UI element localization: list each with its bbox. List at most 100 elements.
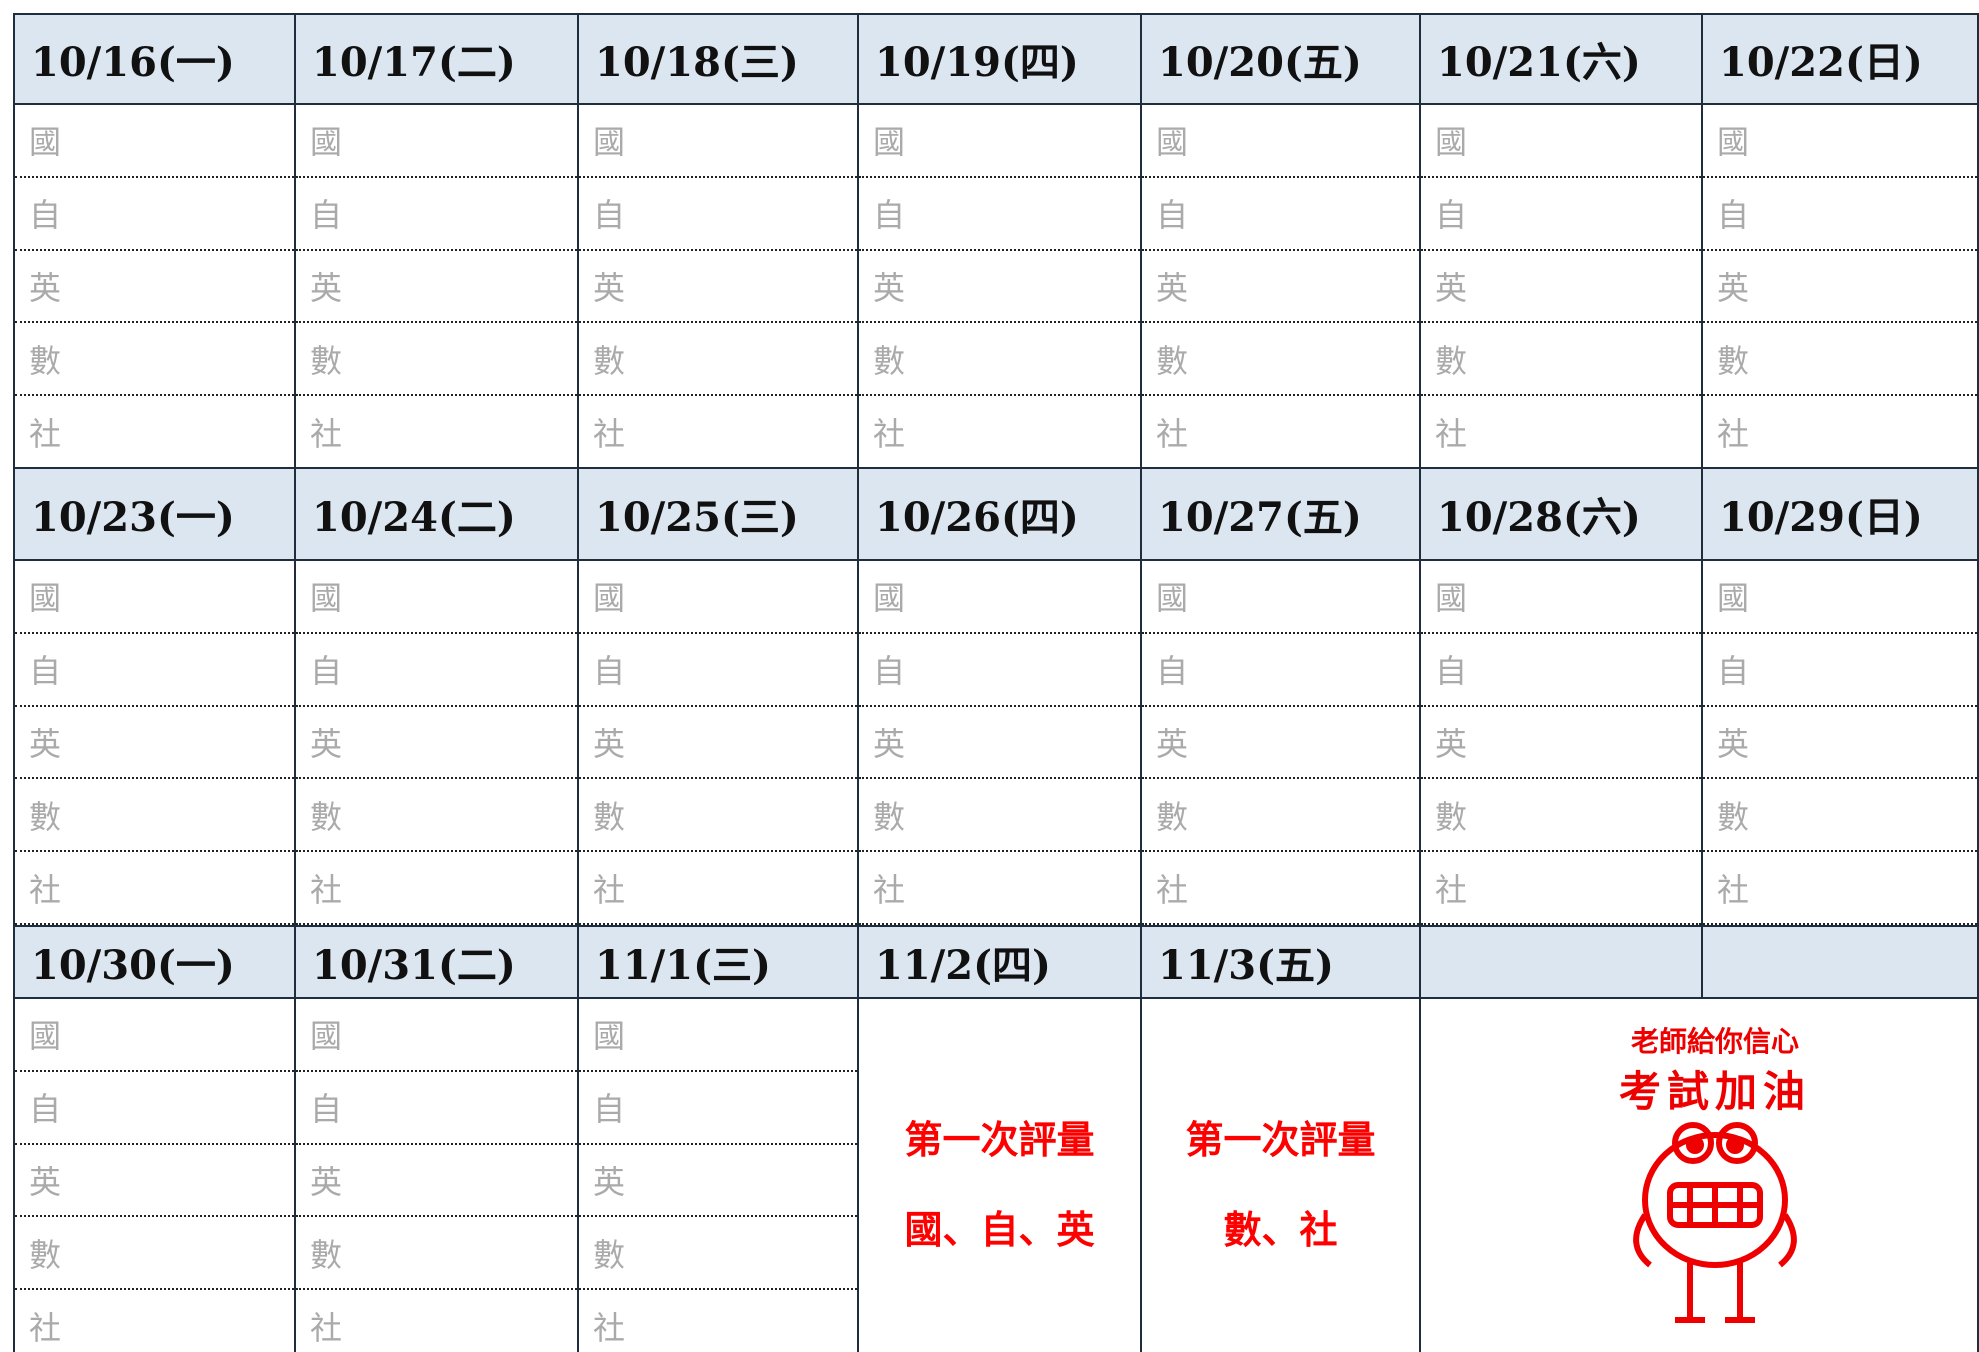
- subject: 自: [296, 634, 577, 707]
- subject: 國: [1142, 561, 1419, 634]
- day-header: 10/17(二): [294, 13, 579, 105]
- day-cell: 國自英數社: [1419, 561, 1703, 927]
- day-header: [1419, 925, 1703, 999]
- subject: 自: [579, 1072, 857, 1145]
- subject: 國: [15, 999, 294, 1072]
- day-cell: 第一次評量國、自、英: [857, 999, 1142, 1352]
- day-header: 11/2(四): [857, 925, 1142, 999]
- subject: 自: [1703, 178, 1977, 251]
- subject: 數: [1421, 779, 1701, 853]
- day-header: 10/21(六): [1419, 13, 1703, 105]
- day-cell: 第一次評量 數、社: [1140, 999, 1421, 1352]
- day-header: 10/19(四): [857, 13, 1142, 105]
- exam-title: 第一次評量: [904, 1118, 1095, 1162]
- subject: 社: [1703, 396, 1977, 469]
- subject: 英: [579, 707, 857, 780]
- subject: 英: [296, 1145, 577, 1218]
- day-cell: 國自英數社: [1701, 561, 1979, 927]
- subject: 英: [15, 251, 294, 324]
- subject: 數: [296, 779, 577, 853]
- subject: 社: [15, 1290, 294, 1352]
- exam-subjects: 數、社: [1223, 1208, 1338, 1252]
- subject: 數: [859, 323, 1140, 397]
- subject: 國: [15, 105, 294, 178]
- day-cell: 國自英數社: [294, 999, 579, 1352]
- subject: 國: [296, 999, 577, 1072]
- subject: 社: [1142, 852, 1419, 925]
- subject: 國: [296, 105, 577, 178]
- day-cell: 國自英數社: [577, 561, 859, 927]
- subject: 英: [1142, 707, 1419, 780]
- day-header: 10/16(一): [13, 13, 296, 105]
- subject: 數: [1142, 779, 1419, 853]
- subject: 國: [579, 999, 857, 1072]
- subject: 自: [1703, 634, 1977, 707]
- subject: 數: [579, 779, 857, 853]
- day-cell: 國自英數社: [1419, 105, 1703, 469]
- subject: 數: [579, 323, 857, 397]
- subject: 社: [1142, 396, 1419, 469]
- subject: 數: [15, 1217, 294, 1291]
- subject: 數: [296, 323, 577, 397]
- day-cell: 國自英數社: [577, 999, 859, 1352]
- day-header: 10/28(六): [1419, 467, 1703, 561]
- day-cell: 國自英數社: [13, 999, 296, 1352]
- day-header: 10/20(五): [1140, 13, 1421, 105]
- subject: 英: [1421, 251, 1701, 324]
- subject: 國: [579, 105, 857, 178]
- subject: 國: [1421, 561, 1701, 634]
- day-header: 10/22(日): [1701, 13, 1979, 105]
- sticker-slogan: 考試加油: [1618, 1067, 1811, 1116]
- subject: 國: [859, 105, 1140, 178]
- subject: 國: [859, 561, 1140, 634]
- day-cell: 國自英數社: [1140, 561, 1421, 927]
- subject: 英: [1703, 251, 1977, 324]
- subject: 自: [1142, 178, 1419, 251]
- day-header: 10/30(一): [13, 925, 296, 999]
- day-header: 10/31(二): [294, 925, 579, 999]
- day-cell: 國自英數社: [577, 105, 859, 469]
- day-cell: 國自英數社: [294, 105, 579, 469]
- subject: 自: [1142, 634, 1419, 707]
- day-cell: 國自英數社: [857, 561, 1142, 927]
- subject: 英: [859, 251, 1140, 324]
- day-header: 10/26(四): [857, 467, 1142, 561]
- subject: 國: [296, 561, 577, 634]
- subject: 自: [15, 178, 294, 251]
- subject: 自: [579, 634, 857, 707]
- day-cell: 國自英數社: [13, 105, 296, 469]
- frog-icon: [1633, 1122, 1797, 1323]
- day-cell: [1419, 999, 1979, 1352]
- subject: 數: [1142, 323, 1419, 397]
- subject: 數: [1703, 323, 1977, 397]
- subject: 英: [579, 1145, 857, 1218]
- subject: 數: [15, 323, 294, 397]
- subject: 社: [1421, 396, 1701, 469]
- subject: 自: [15, 634, 294, 707]
- subject: 英: [1421, 707, 1701, 780]
- day-cell: 國自英數社: [13, 561, 296, 927]
- day-cell: 國自英數社: [294, 561, 579, 927]
- subject: 社: [15, 396, 294, 469]
- subject: 數: [1421, 323, 1701, 397]
- subject: 社: [1421, 852, 1701, 925]
- subject: 社: [859, 396, 1140, 469]
- exam-subjects: 國、自、英: [904, 1208, 1095, 1252]
- subject: 社: [296, 852, 577, 925]
- subject: 自: [1421, 178, 1701, 251]
- subject: 自: [1421, 634, 1701, 707]
- subject: 社: [1703, 852, 1977, 925]
- day-header: 10/18(三): [577, 13, 859, 105]
- subject: 英: [1703, 707, 1977, 780]
- subject: 自: [296, 178, 577, 251]
- subject: 英: [296, 707, 577, 780]
- subject: 數: [859, 779, 1140, 853]
- subject: 英: [1142, 251, 1419, 324]
- subject: 社: [15, 852, 294, 925]
- day-cell: 國自英數社: [1140, 105, 1421, 469]
- subject: 自: [296, 1072, 577, 1145]
- subject: 自: [579, 178, 857, 251]
- subject: 數: [296, 1217, 577, 1291]
- day-header: 10/29(日): [1701, 467, 1979, 561]
